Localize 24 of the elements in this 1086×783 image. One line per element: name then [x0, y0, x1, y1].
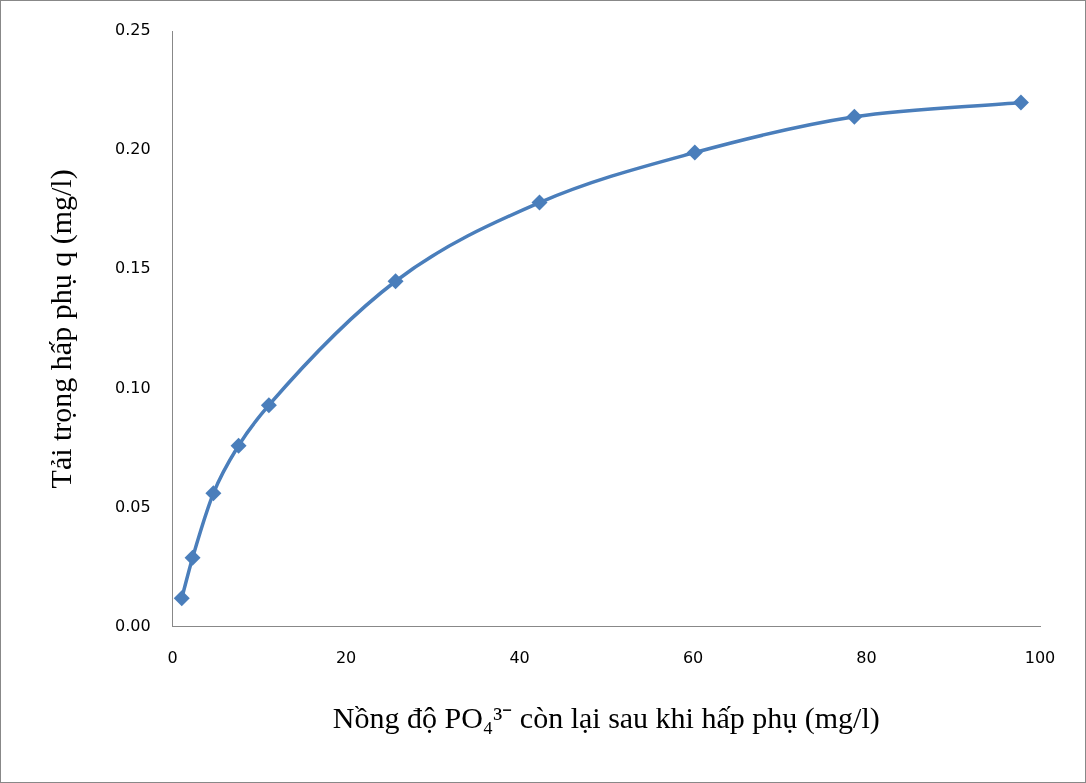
y-tick-label: 0.20: [115, 139, 151, 159]
y-tick-label: 0.25: [115, 20, 151, 40]
y-tick-label: 0.00: [115, 615, 151, 635]
point: [846, 108, 863, 125]
x-tick-label: 60: [682, 647, 704, 667]
point: [531, 194, 548, 211]
point: [205, 485, 222, 502]
x-tick-label: 40: [509, 647, 530, 667]
y-tick-label: 0.15: [115, 258, 151, 278]
point: [173, 590, 190, 607]
y-tick-label: 0.10: [115, 377, 151, 397]
x-tick-label: 20: [335, 647, 357, 667]
x-tick-label: 0: [167, 647, 178, 667]
point: [230, 437, 247, 454]
x-axis-title: Nồng độ PO₄³⁻ còn lại sau khi hấp phụ (mg/l): [332, 700, 880, 735]
x-tick-label: 80: [856, 647, 877, 667]
point: [260, 397, 277, 414]
y-axis-title: Tải trọng hấp phụ q (mg/l): [43, 169, 78, 489]
point: [387, 273, 404, 290]
point: [1012, 94, 1029, 111]
y-tick-label: 0.05: [115, 496, 151, 516]
x-tick-label: 100: [1024, 647, 1056, 667]
point: [686, 144, 703, 161]
point: [184, 549, 201, 566]
